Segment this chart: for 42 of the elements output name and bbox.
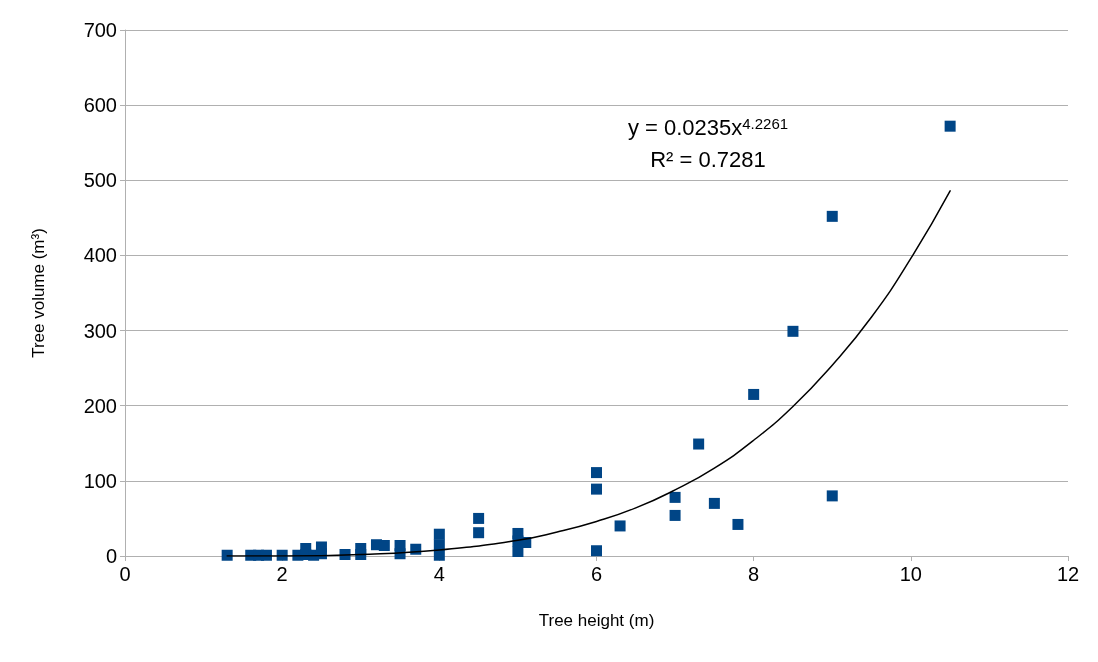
point — [315, 548, 327, 560]
point — [669, 491, 681, 503]
y-tick-label: 300 — [83, 319, 117, 342]
point — [693, 438, 705, 450]
y-axis-title: Tree volume (m³) — [29, 228, 48, 358]
point — [826, 210, 838, 222]
point — [669, 509, 681, 521]
point — [433, 549, 445, 561]
point — [826, 490, 838, 502]
x-tick-label: 10 — [899, 563, 922, 585]
x-tick-label: 0 — [119, 563, 131, 585]
y-tick-label: 700 — [83, 19, 117, 41]
point — [591, 545, 602, 557]
point — [614, 520, 626, 532]
point — [591, 467, 602, 479]
y-tick-label: 500 — [83, 169, 117, 192]
y-tick-label: 100 — [83, 469, 117, 492]
x-tick-label: 12 — [1056, 563, 1080, 585]
y-tick-label: 0 — [105, 545, 117, 567]
x-tick-label: 2 — [276, 563, 288, 585]
x-axis-title: Tree height (m) — [538, 611, 655, 630]
y-tick-label: 200 — [83, 394, 117, 417]
point — [787, 325, 799, 337]
point — [748, 388, 760, 400]
x-tick-label: 4 — [433, 563, 445, 585]
point — [732, 518, 744, 530]
point — [433, 539, 445, 551]
point — [473, 527, 485, 539]
point — [944, 120, 956, 132]
y-tick-label: 400 — [83, 244, 117, 267]
x-tick-label: 6 — [590, 563, 603, 585]
annotation: R² = 0.7281 — [650, 146, 766, 172]
point — [378, 539, 390, 551]
point — [473, 512, 485, 524]
point — [355, 549, 367, 560]
y-tick-label: 600 — [83, 94, 117, 117]
point — [512, 545, 524, 557]
point — [591, 483, 602, 495]
point — [433, 528, 445, 540]
point — [221, 549, 233, 561]
x-tick-label: 8 — [748, 563, 760, 585]
point — [708, 497, 720, 509]
